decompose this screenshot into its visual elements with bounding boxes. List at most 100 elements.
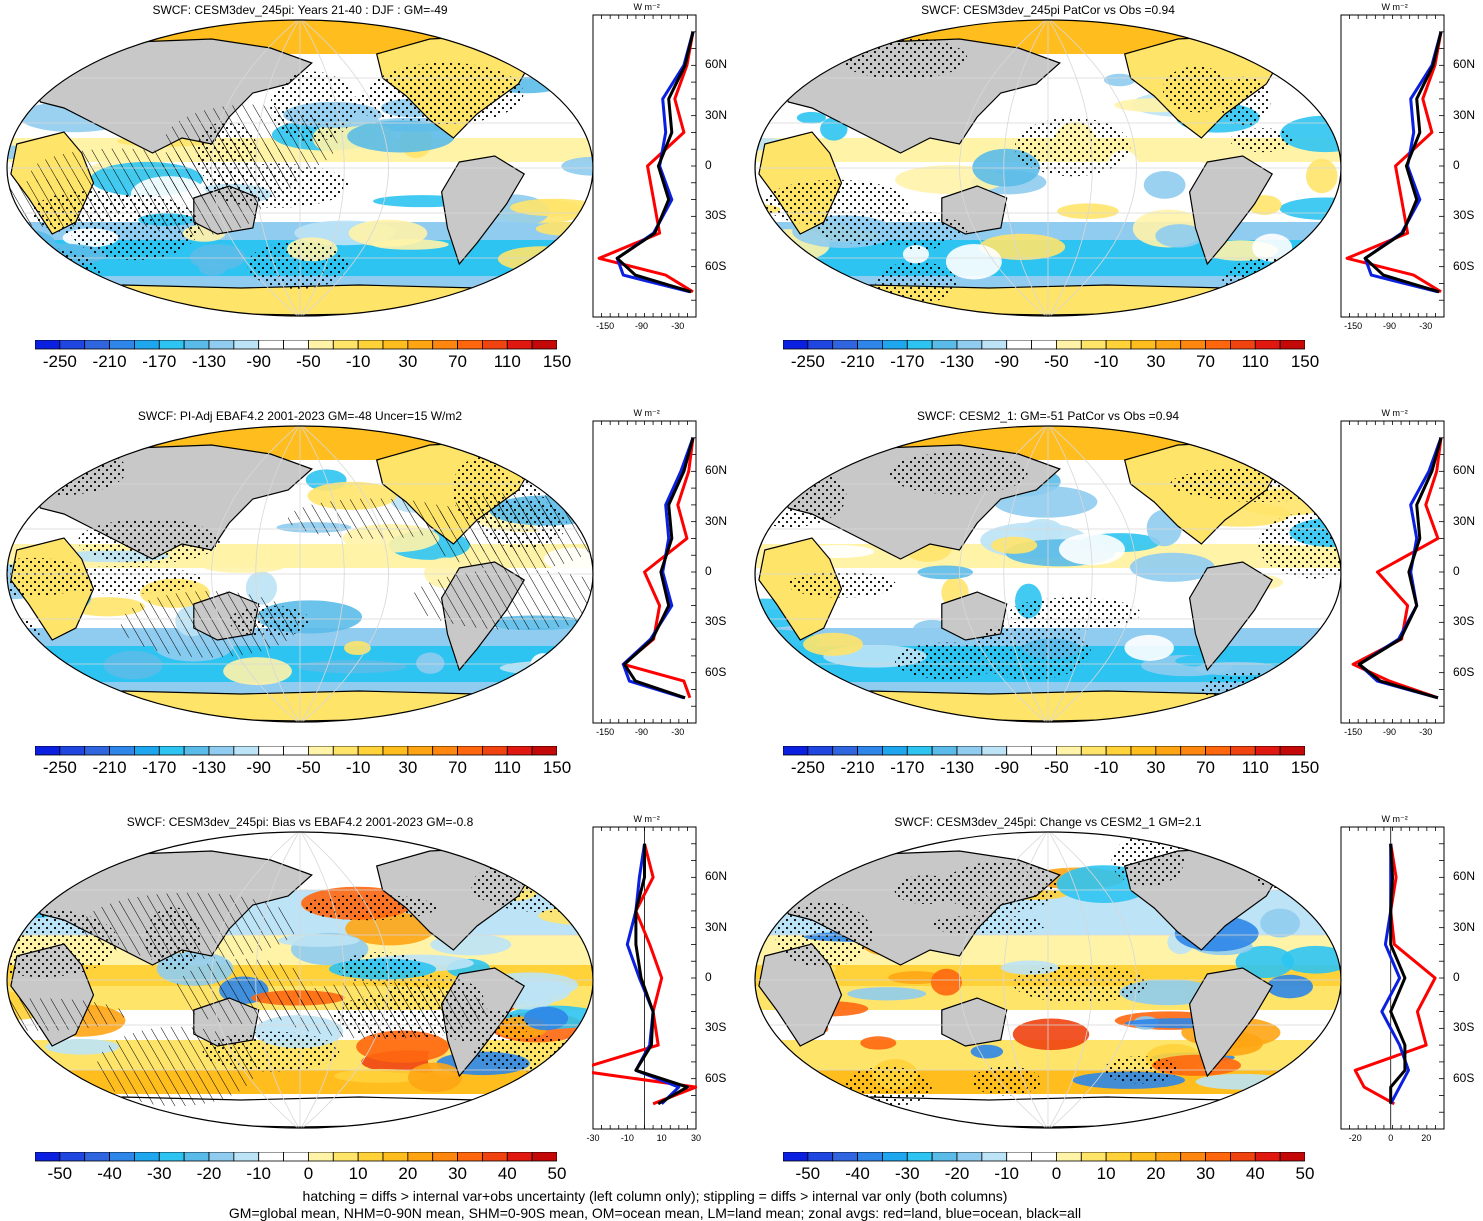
map-blob bbox=[930, 968, 962, 996]
colorbar-tick-label: -40 bbox=[845, 1164, 870, 1183]
colorbar-tick-label: -210 bbox=[92, 758, 127, 777]
zonal-x-tick-label: 20 bbox=[1421, 1133, 1432, 1143]
map-blob bbox=[204, 562, 284, 573]
colorbar-tick-label: 20 bbox=[1146, 1164, 1166, 1183]
colorbar-swatch bbox=[109, 1152, 135, 1162]
lat-label: 60S bbox=[705, 664, 727, 679]
colorbar-tick-label: -170 bbox=[890, 352, 925, 371]
map-blob bbox=[561, 156, 593, 176]
hatch-region bbox=[82, 892, 298, 960]
panel-title: SWCF: CESM3dev_245pi: Change vs CESM2_1 … bbox=[894, 815, 1202, 829]
colorbar-swatch bbox=[233, 340, 260, 350]
map-blob bbox=[1252, 233, 1293, 262]
hatch-region bbox=[120, 591, 299, 658]
world-map bbox=[754, 425, 1342, 723]
colorbar-swatch bbox=[531, 1152, 557, 1162]
map-blob bbox=[1084, 504, 1122, 526]
zonal-series-all bbox=[634, 843, 689, 1106]
zonal-mean-plot bbox=[1340, 420, 1445, 724]
zonal-series-land bbox=[1345, 31, 1443, 294]
colorbar-swatch bbox=[1031, 1152, 1057, 1162]
colorbar-swatch bbox=[1205, 746, 1231, 756]
graticule-line bbox=[211, 832, 301, 1128]
map-blob bbox=[991, 536, 1038, 554]
zonal-x-tick-label: -30 bbox=[1419, 321, 1433, 331]
stipple-region bbox=[1230, 128, 1295, 153]
colorbar-swatch bbox=[857, 1152, 883, 1162]
graticule-line bbox=[299, 426, 345, 722]
colorbar-swatch bbox=[832, 746, 858, 756]
colorbar-swatch bbox=[382, 746, 409, 756]
colorbar-swatch bbox=[1279, 340, 1305, 350]
graticule-line bbox=[299, 20, 345, 316]
zonal-x-tick-label: -20 bbox=[1348, 1133, 1362, 1143]
map-blob bbox=[1260, 908, 1301, 938]
colorbar-tick-label: 30 bbox=[448, 1164, 468, 1183]
colorbar-swatch bbox=[506, 1152, 533, 1162]
colorbar-swatch bbox=[59, 1152, 86, 1162]
colorbar-tick-label: -130 bbox=[191, 758, 227, 777]
colorbar-swatch bbox=[1155, 340, 1182, 350]
stipple-region bbox=[7, 557, 91, 597]
colorbar-swatch bbox=[357, 746, 384, 756]
zonal-unit-label: W m⁻² bbox=[1381, 2, 1408, 12]
map-blob bbox=[860, 1036, 897, 1050]
colorbar-swatch bbox=[84, 340, 110, 350]
graticule-line bbox=[255, 832, 301, 1128]
graticule-line bbox=[299, 832, 345, 1128]
colorbar-swatch bbox=[432, 340, 458, 350]
map-blob bbox=[1285, 1065, 1310, 1084]
colorbar-swatch bbox=[906, 1152, 933, 1162]
lat-label: 0 bbox=[705, 158, 712, 172]
colorbar-swatch bbox=[1180, 746, 1206, 756]
graticule-line bbox=[1047, 832, 1137, 1128]
zonal-x-tick-label: -90 bbox=[634, 321, 648, 331]
zonal-unit-label: W m⁻² bbox=[633, 408, 660, 418]
graticule-line bbox=[1047, 20, 1137, 316]
lat-label: 30S bbox=[1453, 1020, 1475, 1035]
zonal-mean-plot bbox=[592, 14, 697, 318]
colorbar-swatch bbox=[134, 340, 160, 350]
colorbar-swatch bbox=[109, 340, 135, 350]
colorbar-tick-label: -10 bbox=[345, 758, 371, 777]
panel-title: SWCF: CESM3dev_245pi PatCor vs Obs =0.94 bbox=[921, 3, 1175, 17]
colorbar-tick-label: 30 bbox=[398, 352, 418, 371]
map-blob bbox=[347, 120, 455, 153]
lat-label: 60S bbox=[1453, 664, 1475, 679]
world-map bbox=[6, 425, 594, 723]
map-blob bbox=[523, 1006, 569, 1031]
colorbar-swatch bbox=[1230, 340, 1256, 350]
colorbar-swatch bbox=[1056, 746, 1082, 756]
stipple-region bbox=[7, 909, 119, 978]
continent-outline bbox=[1188, 967, 1274, 1078]
zonal-series-land bbox=[1353, 843, 1437, 1106]
colorbar-swatch bbox=[783, 340, 809, 350]
colorbar-swatch bbox=[807, 340, 834, 350]
graticule-line bbox=[211, 20, 301, 316]
colorbar-tick-label: -250 bbox=[790, 758, 825, 777]
colorbar-swatch bbox=[158, 340, 185, 350]
world-map bbox=[6, 831, 594, 1129]
colorbar-swatch bbox=[1080, 746, 1107, 756]
colorbar bbox=[35, 1152, 557, 1162]
colorbar-swatch bbox=[1254, 340, 1281, 350]
colorbar bbox=[35, 340, 557, 350]
colorbar-tick-label: 30 bbox=[398, 758, 418, 777]
map-blob bbox=[945, 243, 1002, 280]
stipple-region bbox=[7, 447, 70, 485]
colorbar-tick-label: -130 bbox=[939, 758, 975, 777]
colorbar-swatch bbox=[1254, 746, 1281, 756]
colorbar-tick-label: -250 bbox=[42, 352, 77, 371]
map-blob bbox=[540, 471, 588, 494]
map-blob bbox=[1235, 945, 1295, 979]
map-blob bbox=[1155, 224, 1204, 248]
colorbar-swatch bbox=[308, 340, 334, 350]
colorbar-tick-label: -50 bbox=[47, 1164, 73, 1183]
colorbar-swatch bbox=[956, 746, 983, 756]
stipple-region bbox=[875, 261, 957, 304]
continent-outline bbox=[440, 155, 526, 266]
stipple-region bbox=[302, 894, 437, 921]
colorbar-tick-label: -170 bbox=[142, 352, 177, 371]
zonal-mean-plot bbox=[592, 826, 697, 1130]
panel-3: SWCF: PI-Adj EBAF4.2 2001-2023 GM=-48 Un… bbox=[0, 406, 740, 806]
